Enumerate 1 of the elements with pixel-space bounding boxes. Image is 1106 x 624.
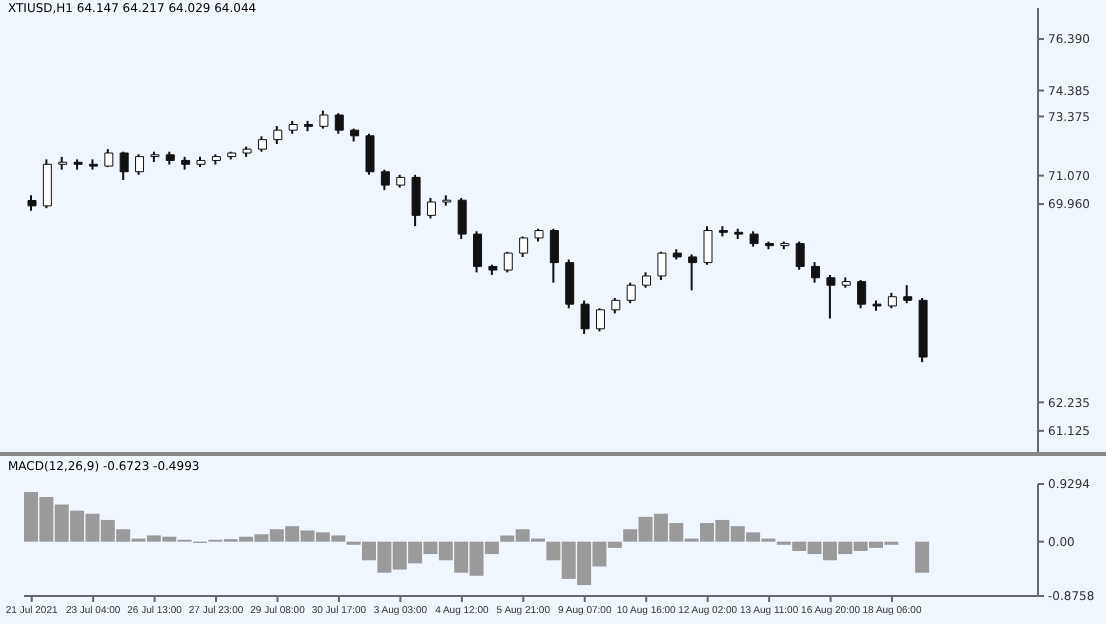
bar (915, 541, 930, 573)
